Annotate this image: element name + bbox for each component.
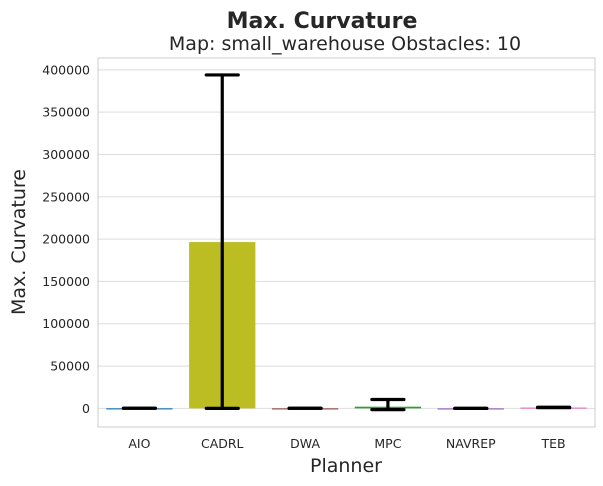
y-axis-label: Max. Curvature [8, 169, 30, 315]
x-tick-label: NAVREP [446, 436, 496, 451]
y-tick-label: 400000 [42, 62, 90, 77]
x-tick-label: DWA [290, 436, 320, 451]
y-tick-labels: 0 50000 100000 150000 200000 250000 300000 3500… [42, 62, 90, 416]
x-tick-label: MPC [374, 436, 401, 451]
y-tick-label: 0 [82, 401, 90, 416]
plot-area-border [97, 57, 596, 428]
x-axis-label: Planner [310, 455, 382, 477]
gridlines [98, 69, 595, 409]
y-tick-label: 50000 [50, 359, 90, 374]
error-bars [121, 73, 572, 412]
bars [106, 242, 587, 410]
y-tick-label: 250000 [42, 189, 90, 204]
y-tick-label: 300000 [42, 147, 90, 162]
chart-subtitle: Map: small_warehouse Obstacles: 10 [169, 33, 521, 55]
y-tick-label: 150000 [42, 274, 90, 289]
x-tick-label: TEB [541, 436, 566, 451]
x-tick-labels: AIO CADRL DWA MPC NAVREP TEB [128, 436, 565, 451]
y-tick-label: 350000 [42, 105, 90, 120]
y-tick-label: 100000 [42, 316, 90, 331]
x-tick-label: AIO [128, 436, 150, 451]
x-tick-label: CADRL [201, 436, 244, 451]
chart-title: Max. Curvature [227, 9, 418, 34]
y-tick-label: 200000 [42, 232, 90, 247]
